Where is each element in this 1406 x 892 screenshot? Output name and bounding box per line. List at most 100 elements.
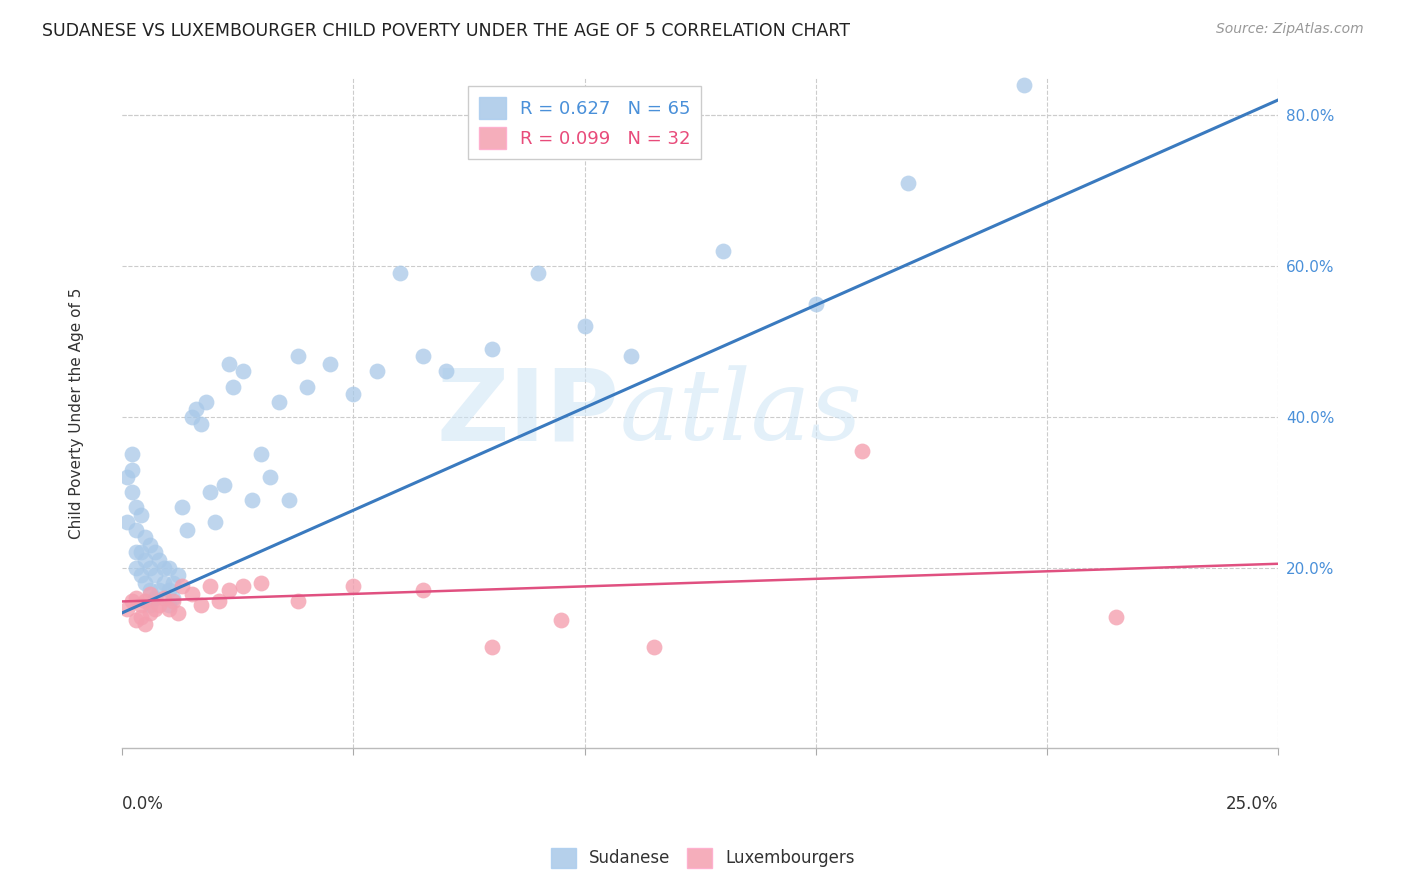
Point (204, 516, 226, 530)
Point (115, 470, 138, 484)
Point (148, 553, 170, 567)
Point (319, 357, 342, 371)
Point (125, 500, 148, 515)
Point (1105, 609, 1128, 624)
Point (277, 492, 299, 507)
Point (190, 417, 212, 432)
Point (139, 538, 162, 552)
Point (129, 599, 152, 613)
Point (129, 508, 152, 522)
Point (481, 640, 503, 654)
Text: 25.0%: 25.0% (1226, 796, 1278, 814)
Point (134, 530, 156, 544)
Point (574, 319, 596, 334)
Point (121, 594, 143, 608)
Point (121, 485, 143, 500)
Point (134, 617, 156, 632)
Point (240, 492, 263, 507)
Point (218, 583, 240, 598)
Point (134, 575, 156, 590)
Point (804, 296, 827, 310)
Point (212, 477, 235, 491)
Point (157, 602, 180, 616)
Text: Child Poverty Under the Age of 5: Child Poverty Under the Age of 5 (69, 287, 83, 539)
Point (643, 640, 665, 654)
Point (129, 545, 152, 559)
Point (711, 244, 734, 258)
Point (115, 516, 138, 530)
Point (342, 387, 364, 401)
Point (550, 613, 572, 627)
Point (287, 594, 309, 608)
Text: Source: ZipAtlas.com: Source: ZipAtlas.com (1216, 22, 1364, 37)
Point (218, 357, 240, 371)
Point (153, 575, 176, 590)
Point (125, 523, 148, 537)
Point (143, 602, 166, 616)
Point (125, 545, 148, 559)
Point (148, 583, 170, 598)
Point (162, 594, 184, 608)
Point (115, 602, 138, 616)
Point (139, 560, 162, 574)
Point (287, 350, 309, 364)
Point (125, 591, 148, 605)
Point (153, 560, 176, 574)
Point (297, 379, 319, 393)
Point (172, 579, 194, 593)
Point (194, 394, 217, 409)
Point (1012, 78, 1035, 92)
Point (129, 609, 152, 624)
Point (139, 606, 162, 620)
Point (222, 379, 245, 393)
Point (190, 599, 212, 613)
Point (231, 579, 253, 593)
Point (139, 583, 162, 598)
Point (412, 350, 434, 364)
Point (148, 599, 170, 613)
Point (208, 594, 231, 608)
Point (259, 470, 281, 484)
Point (157, 583, 180, 598)
Point (172, 500, 194, 515)
Point (143, 545, 166, 559)
Point (143, 591, 166, 605)
Point (851, 443, 873, 458)
Point (162, 591, 184, 605)
Point (157, 599, 180, 613)
Point (342, 579, 364, 593)
Point (139, 587, 162, 601)
Point (897, 176, 920, 190)
Point (434, 364, 457, 378)
Point (134, 553, 156, 567)
Point (166, 606, 188, 620)
Point (121, 447, 143, 461)
Point (250, 447, 273, 461)
Point (134, 594, 156, 608)
Point (125, 560, 148, 574)
Text: SUDANESE VS LUXEMBOURGER CHILD POVERTY UNDER THE AGE OF 5 CORRELATION CHART: SUDANESE VS LUXEMBOURGER CHILD POVERTY U… (42, 22, 851, 40)
Point (157, 560, 180, 574)
Point (125, 613, 148, 627)
Point (143, 568, 166, 582)
Point (198, 485, 221, 500)
Text: 0.0%: 0.0% (122, 796, 165, 814)
Text: atlas: atlas (619, 366, 862, 460)
Point (121, 462, 143, 476)
Point (176, 523, 198, 537)
Point (198, 579, 221, 593)
Point (269, 394, 291, 409)
Point (162, 575, 184, 590)
Legend: R = 0.627   N = 65, R = 0.099   N = 32: R = 0.627 N = 65, R = 0.099 N = 32 (468, 87, 702, 160)
Point (527, 267, 550, 281)
Point (180, 409, 202, 424)
Point (620, 350, 643, 364)
Point (231, 364, 253, 378)
Point (250, 575, 273, 590)
Text: ZIP: ZIP (436, 365, 619, 461)
Point (153, 591, 176, 605)
Point (388, 267, 411, 281)
Point (129, 568, 152, 582)
Point (186, 402, 208, 417)
Point (412, 583, 434, 598)
